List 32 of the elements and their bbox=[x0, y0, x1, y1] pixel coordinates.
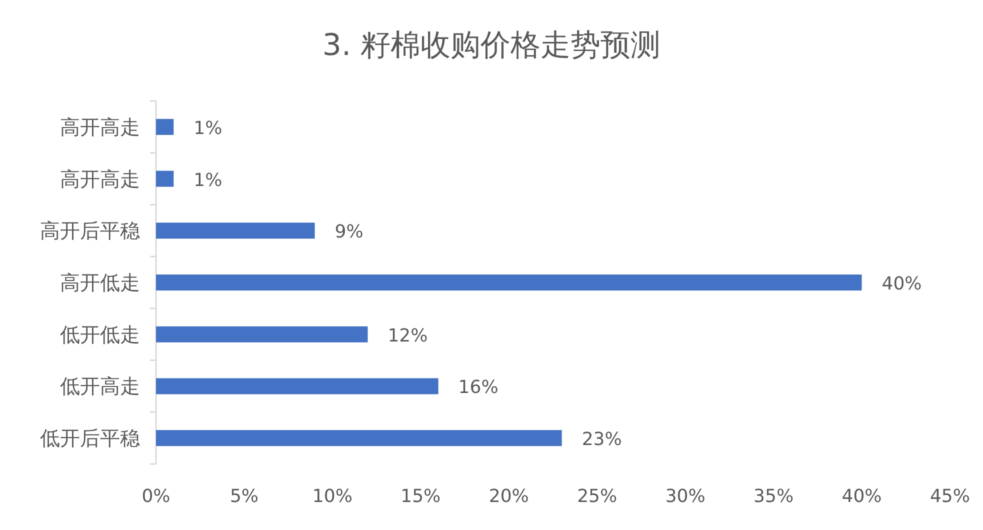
bar bbox=[156, 118, 174, 135]
bar bbox=[156, 326, 368, 342]
x-tick-label: 15% bbox=[400, 486, 441, 507]
y-tick-label: 低开后平稳 bbox=[40, 426, 140, 450]
y-tick-label: 低开高走 bbox=[60, 374, 140, 398]
bar bbox=[156, 378, 438, 394]
data-label: 40% bbox=[882, 274, 922, 294]
data-label: 16% bbox=[458, 377, 498, 398]
data-label: 1% bbox=[194, 170, 222, 191]
data-label: 12% bbox=[388, 325, 428, 346]
y-tick-label: 高开高走 bbox=[60, 114, 140, 139]
y-tick-label: 高开后平稳 bbox=[40, 218, 140, 243]
x-tick-label: 25% bbox=[577, 486, 618, 507]
bar bbox=[156, 430, 562, 446]
chart-title: 3. 籽棉收购价格走势预测 bbox=[322, 28, 661, 63]
data-label: 9% bbox=[334, 222, 364, 243]
y-tick-label: 高开高走 bbox=[60, 166, 140, 191]
x-tick-label: 40% bbox=[842, 486, 882, 507]
x-tick-label: 35% bbox=[754, 486, 794, 507]
x-tick-label: 5% bbox=[230, 486, 259, 507]
x-tick-label: 30% bbox=[665, 486, 706, 507]
x-tick-label: 45% bbox=[930, 486, 970, 507]
x-tick-label: 0% bbox=[142, 486, 170, 507]
y-tick-label: 低开低走 bbox=[60, 322, 140, 346]
x-tick-label: 10% bbox=[312, 486, 352, 507]
data-label: 1% bbox=[194, 118, 222, 139]
bar bbox=[156, 170, 174, 187]
y-tick-label: 高开低走 bbox=[60, 270, 140, 294]
x-tick-label: 20% bbox=[488, 486, 529, 507]
data-label: 23% bbox=[582, 429, 622, 450]
bar bbox=[156, 222, 315, 239]
bar bbox=[156, 274, 862, 290]
